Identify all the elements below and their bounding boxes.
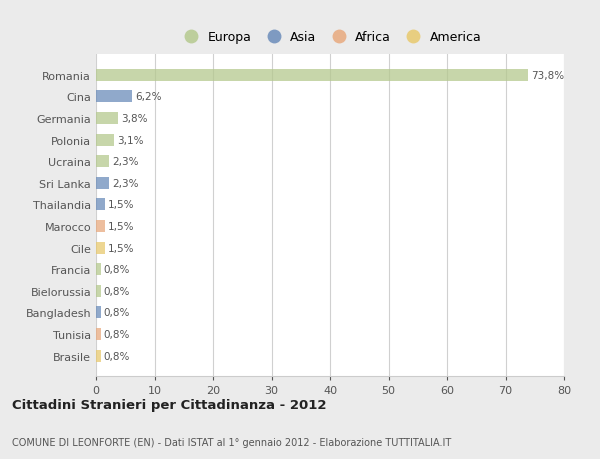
Text: 1,5%: 1,5% xyxy=(108,222,134,231)
Text: 1,5%: 1,5% xyxy=(108,243,134,253)
Bar xyxy=(96,242,105,254)
Text: 0,8%: 0,8% xyxy=(104,286,130,296)
Text: Cittadini Stranieri per Cittadinanza - 2012: Cittadini Stranieri per Cittadinanza - 2… xyxy=(12,398,326,412)
Bar xyxy=(96,134,114,146)
Bar xyxy=(96,70,528,82)
Text: 0,8%: 0,8% xyxy=(104,265,130,274)
Bar xyxy=(96,285,101,297)
Bar xyxy=(96,328,101,340)
Text: 3,8%: 3,8% xyxy=(121,114,148,124)
Bar xyxy=(96,178,109,189)
Bar xyxy=(96,91,132,103)
Text: 6,2%: 6,2% xyxy=(135,92,161,102)
Bar xyxy=(96,307,101,319)
Text: 2,3%: 2,3% xyxy=(112,179,139,188)
Text: 0,8%: 0,8% xyxy=(104,351,130,361)
Bar xyxy=(96,156,109,168)
Text: 73,8%: 73,8% xyxy=(530,71,564,81)
Text: 3,1%: 3,1% xyxy=(117,135,143,145)
Text: 1,5%: 1,5% xyxy=(108,200,134,210)
Text: 0,8%: 0,8% xyxy=(104,329,130,339)
Bar xyxy=(96,113,118,125)
Bar xyxy=(96,221,105,232)
Text: 0,8%: 0,8% xyxy=(104,308,130,318)
Bar xyxy=(96,199,105,211)
Text: COMUNE DI LEONFORTE (EN) - Dati ISTAT al 1° gennaio 2012 - Elaborazione TUTTITAL: COMUNE DI LEONFORTE (EN) - Dati ISTAT al… xyxy=(12,437,451,447)
Text: 2,3%: 2,3% xyxy=(112,157,139,167)
Bar xyxy=(96,350,101,362)
Bar xyxy=(96,263,101,275)
Legend: Europa, Asia, Africa, America: Europa, Asia, Africa, America xyxy=(173,26,487,49)
